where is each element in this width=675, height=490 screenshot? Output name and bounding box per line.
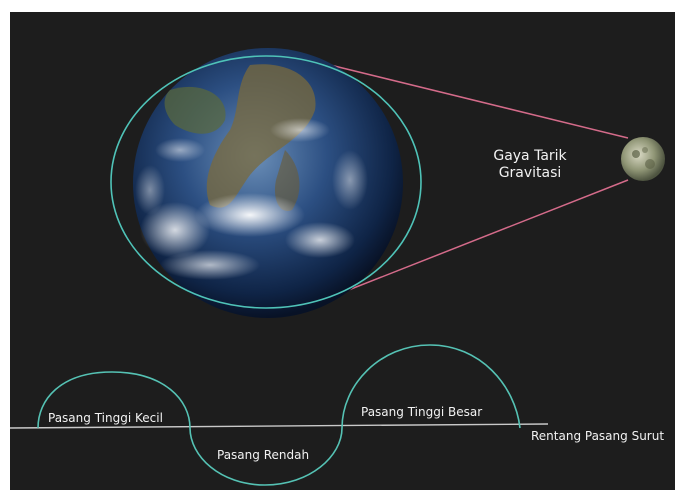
tidal-bulge-ellipse xyxy=(110,55,422,309)
small-high-tide-label: Pasang Tinggi Kecil xyxy=(48,411,163,425)
sea-level-baseline xyxy=(9,423,549,429)
moon-image xyxy=(621,137,665,181)
gravity-label-line1: Gaya Tarik xyxy=(493,148,567,164)
tide-wave-curve xyxy=(37,344,521,486)
gravity-line-bottom xyxy=(307,179,629,307)
earth-image xyxy=(133,48,403,318)
gravity-line-top xyxy=(317,61,629,139)
tide-range-label: Rentang Pasang Surut xyxy=(531,429,665,443)
gravity-label: Gaya Tarik Gravitasi xyxy=(470,148,590,182)
big-high-tide-label: Pasang Tinggi Besar xyxy=(361,405,483,419)
gravity-label-line2: Gravitasi xyxy=(498,164,562,181)
low-tide-label: Pasang Rendah xyxy=(217,448,310,462)
